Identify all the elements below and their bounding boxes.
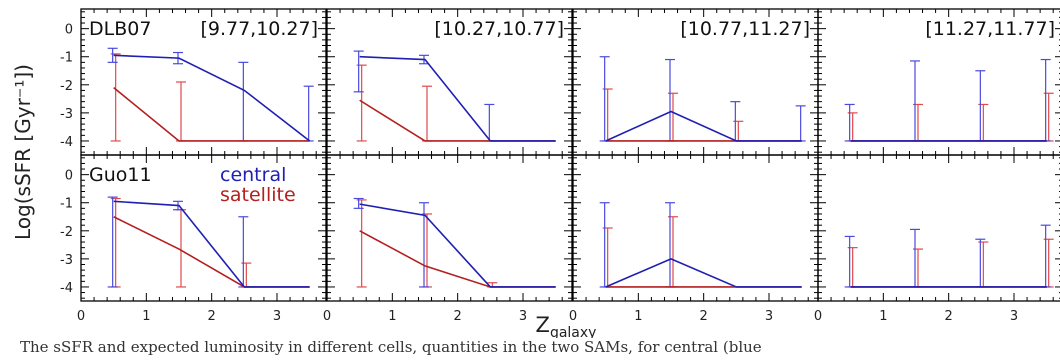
x-axis-label-sub: galaxy	[550, 325, 597, 338]
y-tick-label: 0	[65, 169, 73, 184]
model-label: DLB07	[89, 18, 151, 40]
x-tick-label: 1	[388, 309, 396, 324]
panel-frame	[80, 154, 327, 302]
y-tick-label: -4	[60, 135, 73, 150]
central-line	[113, 200, 310, 288]
figure-caption: The sSFR and expected luminosity in diff…	[20, 338, 762, 356]
x-tick-label: 1	[142, 309, 150, 324]
legend-satellite: satellite	[220, 184, 296, 206]
bin-label: [10.27,10.77]	[434, 18, 564, 40]
satellite-line	[359, 230, 556, 288]
y-axis-label: Log(sSFR [Gyr⁻¹])	[11, 64, 35, 240]
y-tick-label: 0	[65, 23, 73, 38]
y-tick-label: -1	[60, 197, 73, 212]
y-tick-label: -4	[60, 281, 73, 296]
x-tick-label: 0	[569, 309, 577, 324]
y-tick-label: -2	[60, 225, 73, 240]
panels-group: 0 -1 -2 -3 -4 [9.77,10.27] DLB07 [10.27,10.77] […	[60, 8, 1060, 324]
bin-label: [9.77,10.27]	[200, 18, 318, 40]
satellite-line	[359, 99, 556, 142]
legend-central: central	[220, 164, 286, 186]
x-tick-label: 0	[323, 309, 331, 324]
bin-label: [10.77,11.27]	[680, 18, 810, 40]
x-tick-label: 3	[273, 309, 281, 324]
chart-figure: 0 -1 -2 -3 -4 [9.77,10.27] DLB07 [10.27,10.77] […	[11, 8, 1060, 338]
x-tick-label: 3	[1010, 309, 1018, 324]
x-tick-label: 1	[634, 309, 642, 324]
x-tick-label: 2	[700, 309, 708, 324]
y-tick-label: -3	[60, 253, 73, 268]
y-tick-label: -2	[60, 79, 73, 94]
satellite-line	[113, 216, 310, 288]
panel-frame	[817, 154, 1060, 302]
x-tick-label: 3	[765, 309, 773, 324]
x-tick-label: 2	[945, 309, 953, 324]
x-axis-label: Zgalaxy	[536, 313, 597, 338]
central-line	[605, 258, 802, 288]
x-tick-label: 2	[454, 309, 462, 324]
y-tick-label: -3	[60, 107, 73, 122]
x-tick-label: 2	[208, 309, 216, 324]
x-tick-label: 0	[814, 309, 822, 324]
model-label: Guo11	[89, 164, 152, 186]
central-line	[605, 110, 802, 142]
y-tick-label: -1	[60, 51, 73, 66]
satellite-line	[113, 86, 310, 142]
bin-label: [11.27,11.77]	[925, 18, 1055, 40]
central-line	[359, 55, 556, 142]
x-axis-label-main: Z	[536, 313, 550, 337]
x-tick-label: 1	[879, 309, 887, 324]
x-tick-label: 0	[77, 309, 85, 324]
central-line	[113, 54, 311, 142]
x-tick-label: 3	[519, 309, 527, 324]
panel-frame	[326, 154, 573, 302]
central-line	[359, 203, 556, 288]
